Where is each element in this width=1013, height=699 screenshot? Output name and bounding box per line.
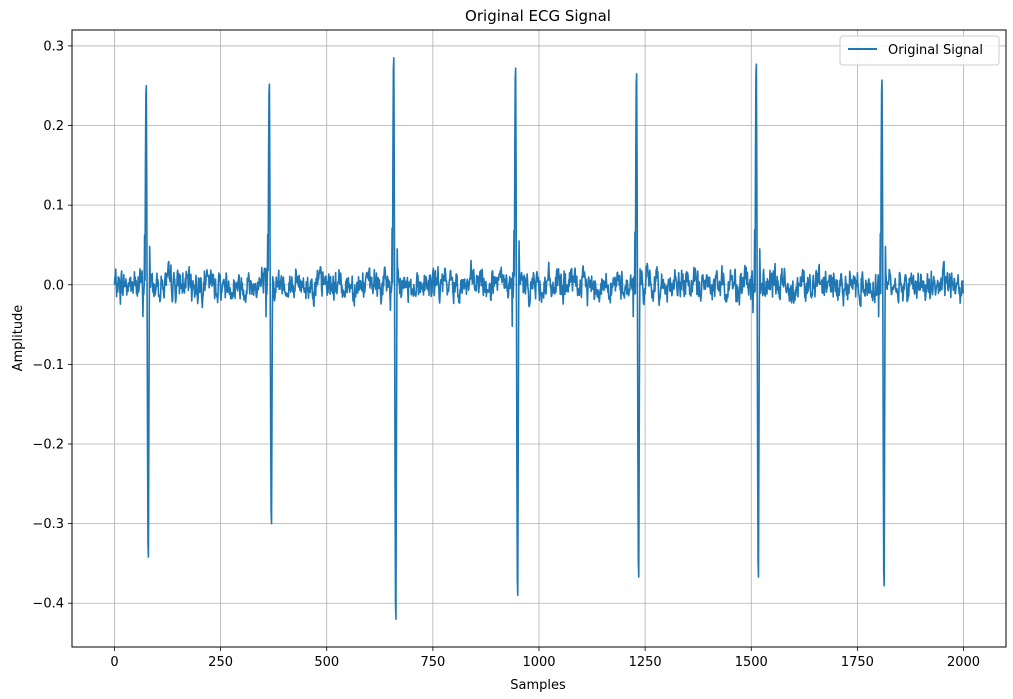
legend-label: Original Signal xyxy=(888,43,983,58)
x-tick-label: 1500 xyxy=(735,655,768,670)
legend: Original Signal xyxy=(839,35,1000,66)
chart-title: Original ECG Signal xyxy=(465,7,611,25)
y-axis: −0.4 −0.3 −0.2 −0.1 0.0 0.1 0.2 0.3 xyxy=(32,39,72,612)
x-tick-label: 750 xyxy=(420,655,445,670)
x-tick-label: 0 xyxy=(110,655,118,670)
legend-box xyxy=(839,35,1000,66)
y-tick-label: −0.3 xyxy=(32,517,64,532)
x-tick-label: 1000 xyxy=(522,655,555,670)
plot-area xyxy=(113,57,964,620)
y-tick-label: −0.4 xyxy=(32,597,64,612)
x-axis: 0 250 500 750 1000 1250 1500 1750 2000 xyxy=(110,647,980,670)
x-tick-label: 2000 xyxy=(947,655,980,670)
grid xyxy=(72,30,1006,647)
y-tick-label: 0.1 xyxy=(43,199,64,214)
series-line-original-signal xyxy=(113,57,964,620)
x-tick-label: 500 xyxy=(314,655,339,670)
y-tick-label: 0.0 xyxy=(43,278,64,293)
y-tick-label: −0.2 xyxy=(32,437,64,452)
x-tick-label: 250 xyxy=(208,655,233,670)
y-tick-label: 0.3 xyxy=(43,39,64,54)
y-axis-label: Amplitude xyxy=(11,305,26,372)
x-axis-label: Samples xyxy=(510,678,566,693)
x-tick-label: 1750 xyxy=(841,655,874,670)
y-tick-label: −0.1 xyxy=(32,358,64,373)
y-tick-label: 0.2 xyxy=(43,119,64,134)
x-tick-label: 1250 xyxy=(629,655,662,670)
